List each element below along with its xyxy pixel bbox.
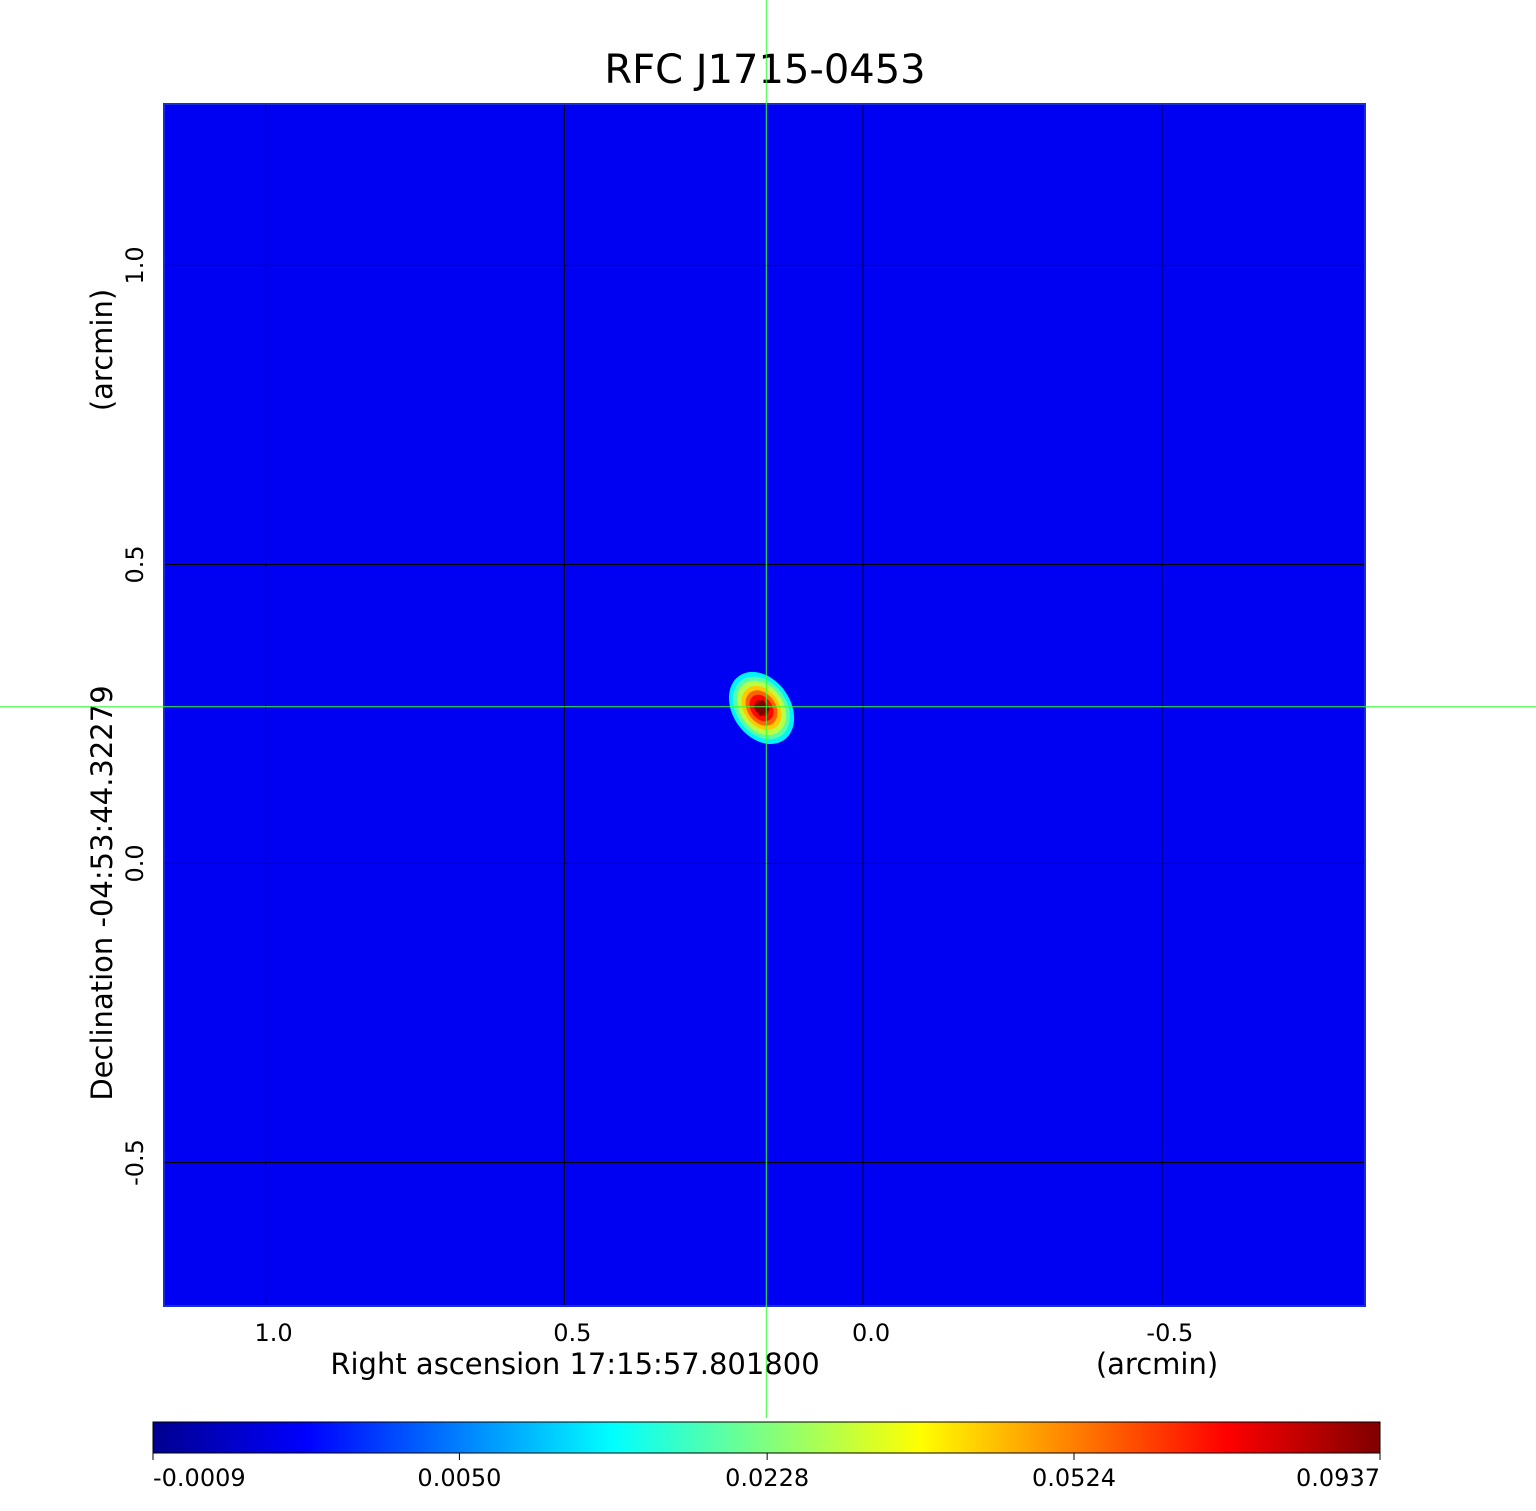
source-peak: [753, 699, 770, 717]
y-tick-label: 0.0: [121, 844, 149, 882]
colorbar-tick-label: 0.0937: [1296, 1464, 1380, 1492]
x-tick-label: 1.0: [254, 1319, 292, 1347]
y-tick-label: -0.5: [121, 1139, 149, 1186]
y-axis-unit: (arcmin): [85, 289, 119, 411]
colorbar-tick-label: 0.0050: [417, 1464, 501, 1492]
colorbar-tick-label: 0.0228: [725, 1464, 809, 1492]
y-tick-label: 1.0: [121, 246, 149, 284]
x-axis-unit: (arcmin): [1096, 1347, 1218, 1381]
source: [728, 671, 795, 745]
colorbar-tick-label: -0.0009: [153, 1464, 246, 1492]
x-tick-label: 0.0: [852, 1319, 890, 1347]
colorbar-tick-label: 0.0524: [1032, 1464, 1116, 1492]
y-tick-label: 0.5: [121, 545, 149, 583]
image-area: [164, 104, 1365, 1306]
x-tick-label: 0.5: [553, 1319, 591, 1347]
colorbar: [152, 1421, 1381, 1454]
x-axis-label: Right ascension 17:15:57.801800: [330, 1347, 819, 1381]
x-tick-label: -0.5: [1146, 1319, 1193, 1347]
plot-frame: [163, 103, 1366, 1307]
chart-title: RFC J1715-0453: [604, 47, 925, 93]
y-axis-label: Declination -04:53:44.32279: [85, 685, 119, 1100]
